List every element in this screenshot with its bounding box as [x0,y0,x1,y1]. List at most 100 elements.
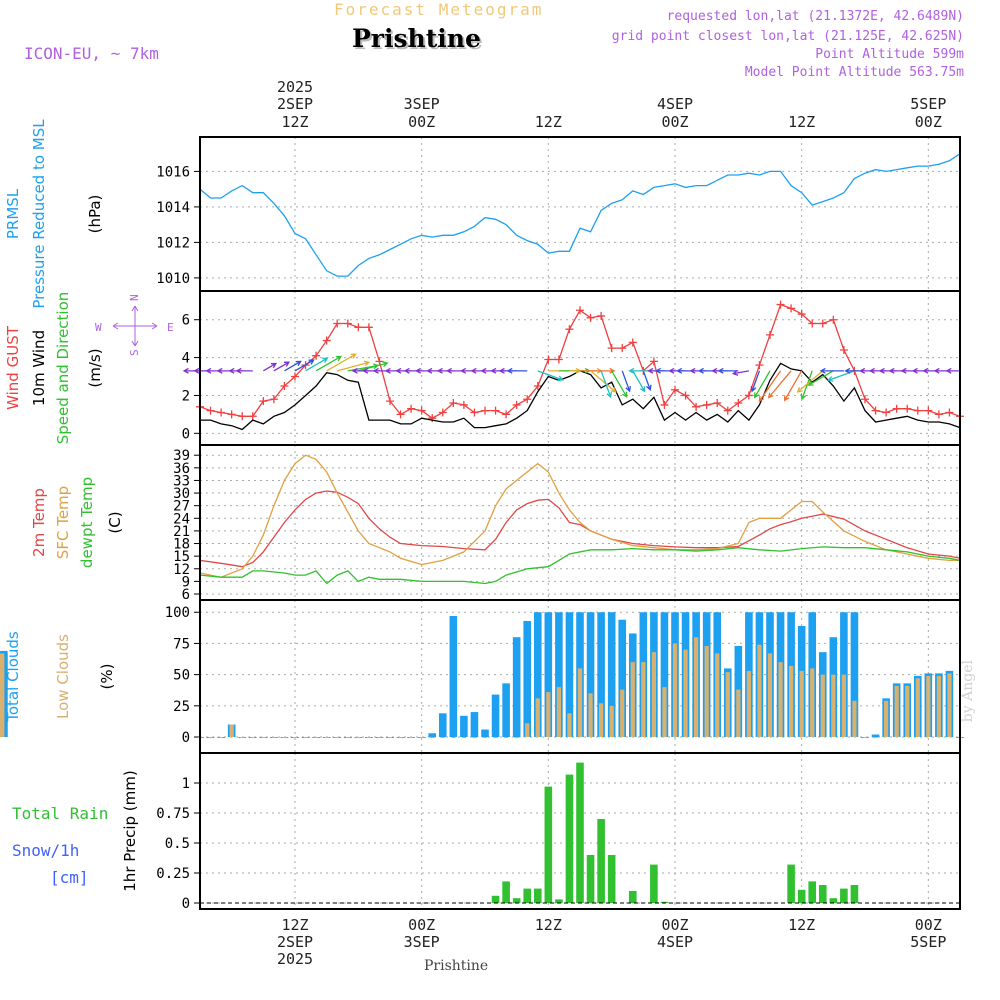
bar-low-clouds [409,737,414,739]
bar-low-clouds [377,737,382,739]
bar-total-rain [660,901,669,903]
bar-total-clouds [460,715,468,738]
gust-marker [396,410,405,419]
bar-low-clouds [345,737,350,739]
bar-low-clouds [641,662,646,738]
bar-total-rain [512,898,521,903]
series-line-wind-gust [199,303,961,419]
panel-label: PRMSL [4,188,22,239]
wind-direction-arrow [537,370,564,382]
bar-low-clouds [852,700,857,738]
gust-marker [924,406,933,415]
gust-marker [565,325,574,334]
bar-low-clouds [672,643,678,738]
gust-marker [692,402,701,411]
bar-low-clouds [599,703,604,738]
y-tick-label: 0 [182,730,190,746]
wind-direction-arrow [294,359,315,372]
gust-marker [417,406,426,415]
wind-direction-arrow [580,367,616,374]
bottom-date-label: 4SEP [657,933,693,951]
bar-total-clouds [491,694,500,738]
bar-low-clouds [915,678,920,738]
gust-marker [597,311,606,320]
bar-low-clouds [366,737,371,739]
panel-frame [199,752,961,910]
bar-low-clouds [715,653,720,738]
bottom-time-label: 12Z [788,916,815,934]
bar-low-clouds [873,737,878,739]
top-time-label: 12Z [281,113,308,131]
gust-marker [766,330,774,339]
bar-total-clouds [502,683,510,738]
bar-total-rain [650,864,658,903]
bar-low-clouds [831,674,836,738]
gust-marker [459,400,468,409]
bottom-date-label: 5SEP [910,933,946,951]
bar-low-clouds [356,737,361,739]
wind-direction-arrow [305,357,329,372]
gust-marker [681,391,690,400]
wind-direction-arrow [611,370,628,398]
y-tick-label: 1 [182,776,190,792]
compass-s: S [128,349,141,356]
bar-total-clouds [470,712,479,738]
gust-marker [554,355,563,364]
y-tick-label: 4 [182,351,190,367]
bar-low-clouds [662,687,667,738]
grid-point-coords: grid point closest lon,lat (21.125E, 42.… [611,29,964,44]
top-date-label: 3SEP [404,95,440,113]
bar-low-clouds [947,673,952,738]
bar-low-clouds [208,737,213,739]
bar-low-clouds [482,737,488,739]
bar-low-clouds [609,705,614,738]
bar-low-clouds [894,685,899,738]
bar-total-clouds [850,612,859,738]
gust-marker [386,397,394,406]
bar-low-clouds [250,737,255,739]
gust-marker [744,391,753,400]
panel-label: Total Rain [12,804,108,823]
bar-low-clouds [271,737,276,739]
bar-low-clouds [440,737,445,739]
bar-total-rain [829,898,838,903]
bottom-time-label: 00Z [408,916,435,934]
bar-total-clouds [449,615,458,738]
bar-total-rain [797,889,806,903]
gust-marker [945,408,954,417]
bar-total-clouds [565,612,574,738]
panel-label: 1hr Precip (mm) [121,770,139,891]
gust-marker [607,344,616,353]
bar-low-clouds [588,693,593,738]
gust-marker [333,319,342,328]
gust-marker [586,313,595,322]
gust-marker [206,406,215,415]
wind-direction-arrow [819,367,844,374]
panel-label: 2m Temp [30,488,48,557]
wind-direction-arrow [767,370,792,399]
bar-total-rain [586,855,595,903]
wind-direction-arrow [235,367,253,374]
compass-n: N [128,294,141,301]
wind-direction-arrow [600,370,613,399]
bar-low-clouds [725,672,730,738]
bar-total-clouds [586,612,595,738]
bottom-date-label: 3SEP [404,933,440,951]
panel-label: SFC Temp [54,486,72,559]
bar-total-clouds [555,612,563,738]
y-tick-label: 15 [173,549,190,565]
bar-total-rain [555,899,563,903]
bar-low-clouds [240,737,245,739]
bar-low-clouds [324,737,329,739]
y-tick-label: 100 [165,605,190,621]
bar-low-clouds [229,724,234,738]
bar-low-clouds [746,670,751,738]
top-date-label: 2SEP [277,95,313,113]
bar-total-clouds [660,612,669,738]
y-tick-label: 6 [182,313,190,329]
bar-low-clouds [936,675,941,738]
gust-marker [227,410,236,419]
gust-marker [491,406,500,415]
bar-low-clouds [419,737,424,739]
y-tick-label: 33 [173,473,190,489]
